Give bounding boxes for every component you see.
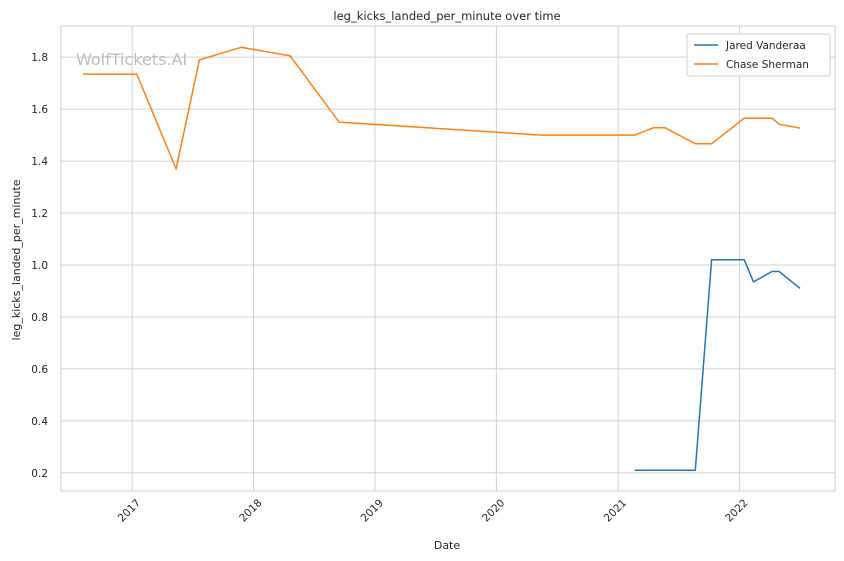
legend: Jared Vanderaa Chase Sherman: [686, 33, 831, 77]
x-tick-label: 2017: [116, 497, 143, 524]
x-tick-label: 2019: [359, 497, 386, 524]
y-axis-label: leg_kicks_landed_per_minute: [10, 179, 23, 340]
watermark: WolfTickets.AI: [76, 50, 187, 69]
series-line-chase-sherman: [83, 46, 801, 170]
y-tick-label: 0.2: [31, 468, 48, 480]
x-tick-label: 2021: [602, 497, 629, 524]
y-tick-label: 0.8: [31, 312, 48, 324]
x-tick-label: 2022: [723, 497, 750, 524]
x-tick-label: 2020: [480, 497, 507, 524]
y-tick-label: 1.4: [31, 156, 48, 168]
x-axis-label: Date: [434, 539, 461, 552]
y-tick-label: 0.4: [31, 416, 48, 428]
legend-label-jared-vanderaa: Jared Vanderaa: [725, 40, 806, 52]
tick-labels: 2017 2018 2019 2020 2021 2022 0.2 0.4 0.6 0.8 1.0 1…: [31, 52, 750, 524]
legend-box: [686, 33, 831, 77]
y-tick-label: 1.0: [31, 260, 48, 272]
series-line-jared-vanderaa: [634, 259, 801, 471]
y-tick-label: 1.6: [31, 104, 48, 116]
grid: [61, 26, 835, 491]
legend-label-chase-sherman: Chase Sherman: [726, 59, 809, 71]
series-lines: [83, 46, 801, 471]
y-tick-label: 1.2: [31, 208, 48, 220]
y-tick-label: 1.8: [31, 52, 48, 64]
chart-title: leg_kicks_landed_per_minute over time: [333, 9, 560, 23]
x-tick-label: 2018: [237, 497, 264, 524]
y-tick-label: 0.6: [31, 364, 48, 376]
plot-frame: [60, 25, 836, 492]
